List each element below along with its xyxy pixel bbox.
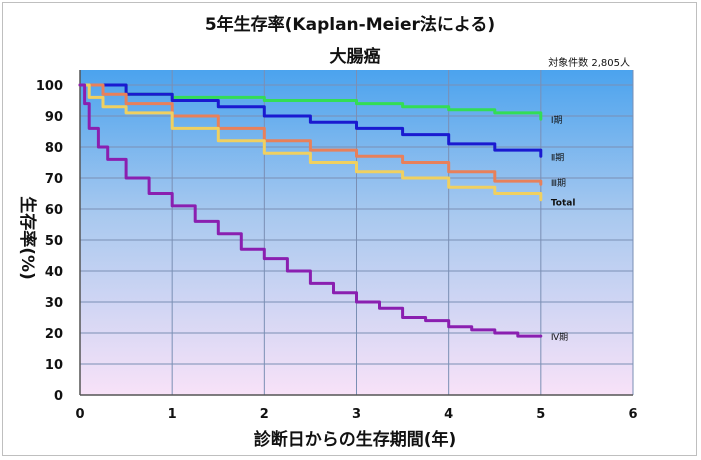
- y-tick-label: 70: [45, 172, 63, 187]
- x-tick-label: 5: [536, 407, 545, 422]
- series-label: Ⅳ期: [551, 332, 568, 343]
- y-axis-label: 生存率(%): [17, 196, 38, 280]
- x-tick-label: 4: [444, 407, 453, 422]
- y-tick-label: 40: [45, 265, 63, 280]
- y-tick-label: 20: [45, 327, 63, 342]
- x-tick-label: 3: [352, 407, 361, 422]
- y-tick-label: 10: [45, 358, 63, 373]
- axes: 0 10 20 30 40 50 60 70 80 90 100 0 1 2 3 4 5 6: [36, 70, 638, 422]
- y-tick-label: 80: [45, 141, 63, 156]
- series-label: Total: [551, 199, 576, 209]
- chart-subtitle: 大腸癌: [330, 46, 381, 67]
- series-label: Ⅰ期: [551, 115, 563, 126]
- series-line: [78, 83, 543, 202]
- y-tick-label: 90: [45, 110, 63, 125]
- y-tick-label: 60: [45, 203, 63, 218]
- x-tick-label: 1: [168, 407, 177, 422]
- series-label: Ⅲ期: [551, 178, 566, 189]
- case-count-note: 対象件数 2,805人: [548, 56, 630, 69]
- series-line: [78, 83, 543, 338]
- x-tick-label: 0: [75, 407, 84, 422]
- y-tick-label: 30: [45, 296, 63, 311]
- x-axis-label: 診断日からの生存期間(年): [254, 429, 457, 450]
- y-tick-label: 100: [36, 79, 63, 94]
- x-tick-label: 6: [628, 407, 637, 422]
- y-tick-label: 0: [54, 389, 63, 404]
- series-label: Ⅱ期: [551, 152, 564, 163]
- series-line: [78, 83, 543, 186]
- x-tick-label: 2: [260, 407, 269, 422]
- series-line: [78, 83, 543, 158]
- y-tick-label: 50: [45, 234, 63, 249]
- series-group: [78, 83, 543, 338]
- chart-title: 5年生存率(Kaplan-Meier法による): [205, 14, 495, 35]
- series-labels: Ⅰ期 Ⅱ期 Ⅲ期 Total Ⅳ期: [551, 115, 576, 343]
